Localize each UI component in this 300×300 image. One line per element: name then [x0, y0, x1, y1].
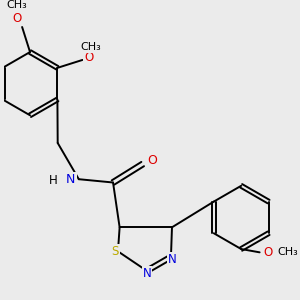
Text: S: S [112, 245, 119, 258]
Text: O: O [263, 246, 272, 259]
Text: CH₃: CH₃ [277, 247, 298, 257]
Text: CH₃: CH₃ [7, 0, 27, 10]
Text: N: N [66, 173, 76, 186]
Text: O: O [84, 51, 94, 64]
Text: O: O [147, 154, 157, 166]
Text: O: O [12, 12, 22, 25]
Text: H: H [50, 174, 58, 187]
Text: N: N [168, 253, 177, 266]
Text: CH₃: CH₃ [80, 42, 101, 52]
Text: N: N [142, 267, 151, 280]
